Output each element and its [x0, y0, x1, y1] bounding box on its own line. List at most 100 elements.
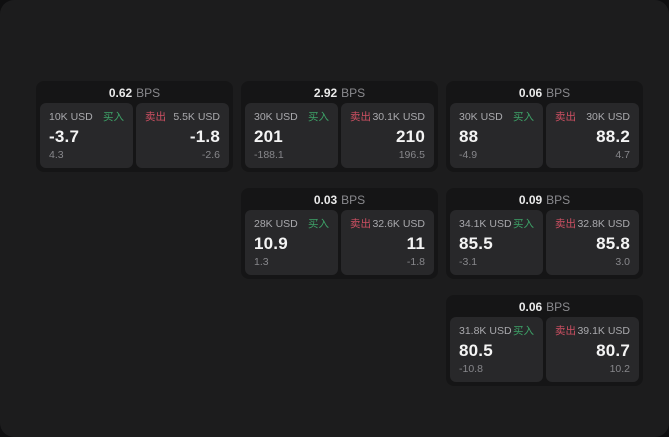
bps-unit: BPS	[341, 86, 366, 100]
buy-sub-value: -3.1	[459, 256, 478, 268]
sell-amount: 39.1K USD	[577, 325, 630, 337]
sell-side-label: 卖出	[350, 111, 371, 123]
sell-side-label: 卖出	[555, 111, 576, 123]
panels: 34.1K USD 买入 85.5 -3.1 卖出 32.8K USD 85.8…	[450, 210, 639, 275]
quote-card[interactable]: 0.06 BPS 31.8K USD 买入 80.5 -10.8 卖出 39.1…	[446, 295, 643, 386]
buy-side-label: 买入	[308, 218, 329, 230]
bps-unit: BPS	[546, 300, 571, 314]
buy-panel[interactable]: 34.1K USD 买入 85.5 -3.1	[450, 210, 543, 275]
buy-price: 10.9	[254, 233, 288, 253]
sell-panel-top: 卖出 32.6K USD	[350, 218, 425, 230]
bps-value: 0.03	[313, 193, 338, 207]
buy-panel[interactable]: 28K USD 买入 10.9 1.3	[245, 210, 338, 275]
panels: 31.8K USD 买入 80.5 -10.8 卖出 39.1K USD 80.…	[450, 317, 639, 382]
buy-panel[interactable]: 30K USD 买入 201 -188.1	[245, 103, 338, 168]
buy-panel-top: 30K USD 买入	[459, 111, 534, 123]
buy-amount: 31.8K USD	[459, 325, 512, 337]
sell-amount: 30.1K USD	[372, 111, 425, 123]
quote-card[interactable]: 0.06 BPS 30K USD 买入 88 -4.9 卖出 30K USD	[446, 81, 643, 172]
panels: 30K USD 买入 201 -188.1 卖出 30.1K USD 210 1…	[245, 103, 434, 168]
sell-panel[interactable]: 卖出 5.5K USD -1.8 -2.6	[136, 103, 229, 168]
buy-sub-value: 1.3	[254, 256, 269, 268]
buy-panel[interactable]: 30K USD 买入 88 -4.9	[450, 103, 543, 168]
quote-card[interactable]: 2.92 BPS 30K USD 买入 201 -188.1 卖出 30.1K …	[241, 81, 438, 172]
buy-price: 85.5	[459, 233, 493, 253]
buy-price: 80.5	[459, 340, 493, 360]
sell-panel[interactable]: 卖出 32.8K USD 85.8 3.0	[546, 210, 639, 275]
bps-value: 0.06	[518, 300, 543, 314]
sell-side-label: 卖出	[555, 325, 576, 337]
sell-sub-value: -2.6	[201, 149, 220, 161]
panels: 30K USD 买入 88 -4.9 卖出 30K USD 88.2 4.7	[450, 103, 639, 168]
quotes-grid: 0.62 BPS 10K USD 买入 -3.7 4.3 卖出 5.5K USD	[36, 81, 643, 386]
bps-value: 0.09	[518, 193, 543, 207]
sell-side-label: 卖出	[350, 218, 371, 230]
bps-header: 0.09 BPS	[450, 190, 639, 210]
sell-panel-top: 卖出 30K USD	[555, 111, 630, 123]
buy-panel-top: 31.8K USD 买入	[459, 325, 534, 337]
quote-card[interactable]: 0.62 BPS 10K USD 买入 -3.7 4.3 卖出 5.5K USD	[36, 81, 233, 172]
sell-price: -1.8	[189, 126, 220, 146]
buy-side-label: 买入	[308, 111, 329, 123]
bps-unit: BPS	[341, 193, 366, 207]
buy-price: -3.7	[49, 126, 80, 146]
bps-header: 2.92 BPS	[245, 83, 434, 103]
sell-amount: 32.6K USD	[372, 218, 425, 230]
sell-amount: 30K USD	[586, 111, 630, 123]
bps-value: 2.92	[313, 86, 338, 100]
buy-price: 201	[254, 126, 283, 146]
sell-price: 88.2	[596, 126, 630, 146]
buy-amount: 28K USD	[254, 218, 298, 230]
bps-header: 0.03 BPS	[245, 190, 434, 210]
buy-panel-top: 30K USD 买入	[254, 111, 329, 123]
sell-price: 210	[396, 126, 425, 146]
buy-panel-top: 28K USD 买入	[254, 218, 329, 230]
buy-side-label: 买入	[513, 325, 534, 337]
buy-panel[interactable]: 10K USD 买入 -3.7 4.3	[40, 103, 133, 168]
sell-sub-value: -1.8	[406, 256, 425, 268]
buy-panel-top: 34.1K USD 买入	[459, 218, 534, 230]
sell-price: 85.8	[596, 233, 630, 253]
sell-panel[interactable]: 卖出 30K USD 88.2 4.7	[546, 103, 639, 168]
buy-side-label: 买入	[103, 111, 124, 123]
bps-unit: BPS	[546, 86, 571, 100]
sell-side-label: 卖出	[555, 218, 576, 230]
bps-unit: BPS	[136, 86, 161, 100]
quote-card[interactable]: 0.03 BPS 28K USD 买入 10.9 1.3 卖出 32.6K US…	[241, 188, 438, 279]
sell-side-label: 卖出	[145, 111, 166, 123]
sell-sub-value: 3.0	[615, 256, 630, 268]
buy-panel-top: 10K USD 买入	[49, 111, 124, 123]
buy-panel[interactable]: 31.8K USD 买入 80.5 -10.8	[450, 317, 543, 382]
bps-value: 0.62	[108, 86, 133, 100]
bps-header: 0.06 BPS	[450, 297, 639, 317]
sell-amount: 32.8K USD	[577, 218, 630, 230]
buy-sub-value: 4.3	[49, 149, 64, 161]
buy-amount: 34.1K USD	[459, 218, 512, 230]
quote-card[interactable]: 0.09 BPS 34.1K USD 买入 85.5 -3.1 卖出 32.8K…	[446, 188, 643, 279]
sell-amount: 5.5K USD	[173, 111, 220, 123]
sell-panel[interactable]: 卖出 39.1K USD 80.7 10.2	[546, 317, 639, 382]
buy-sub-value: -10.8	[459, 363, 483, 375]
buy-amount: 10K USD	[49, 111, 93, 123]
buy-side-label: 买入	[513, 111, 534, 123]
buy-price: 88	[459, 126, 479, 146]
panels: 10K USD 买入 -3.7 4.3 卖出 5.5K USD -1.8 -2.…	[40, 103, 229, 168]
buy-amount: 30K USD	[254, 111, 298, 123]
bps-header: 0.62 BPS	[40, 83, 229, 103]
bps-unit: BPS	[546, 193, 571, 207]
buy-sub-value: -4.9	[459, 149, 478, 161]
bps-header: 0.06 BPS	[450, 83, 639, 103]
sell-sub-value: 4.7	[615, 149, 630, 161]
sell-price: 11	[406, 233, 425, 253]
buy-sub-value: -188.1	[254, 149, 284, 161]
sell-panel[interactable]: 卖出 32.6K USD 11 -1.8	[341, 210, 434, 275]
sell-panel-top: 卖出 32.8K USD	[555, 218, 630, 230]
panels: 28K USD 买入 10.9 1.3 卖出 32.6K USD 11 -1.8	[245, 210, 434, 275]
buy-amount: 30K USD	[459, 111, 503, 123]
buy-side-label: 买入	[513, 218, 534, 230]
sell-sub-value: 196.5	[398, 149, 425, 161]
sell-panel-top: 卖出 5.5K USD	[145, 111, 220, 123]
sell-panel-top: 卖出 39.1K USD	[555, 325, 630, 337]
sell-panel[interactable]: 卖出 30.1K USD 210 196.5	[341, 103, 434, 168]
